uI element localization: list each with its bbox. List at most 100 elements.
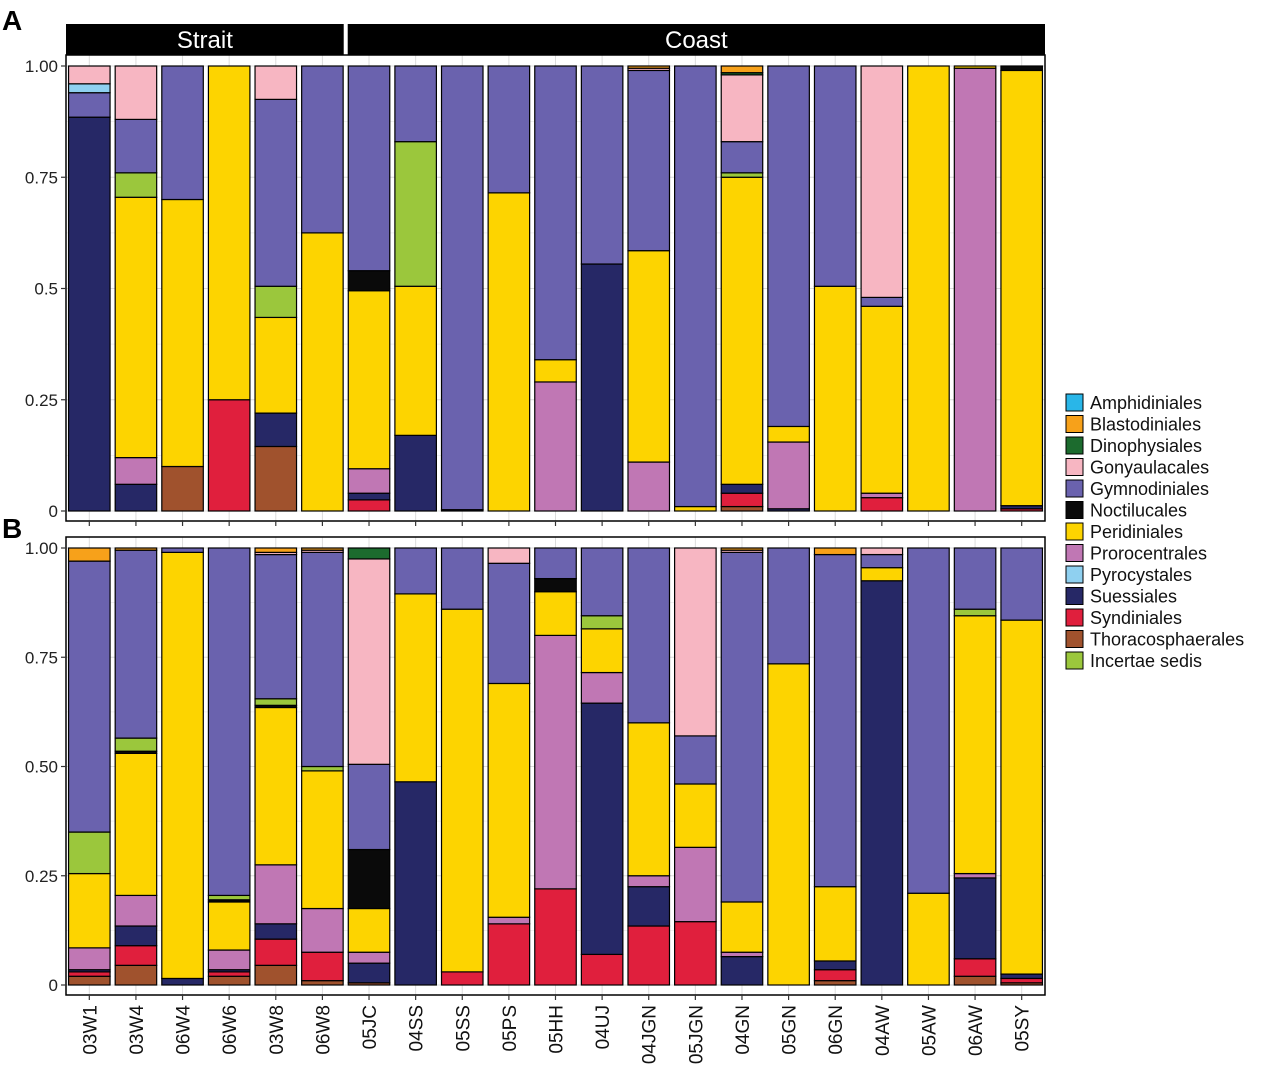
legend-label: Blastodiniales	[1090, 415, 1201, 435]
bar-segment-syndiniales	[953, 958, 997, 977]
panel-label: A	[2, 5, 22, 36]
y-tick-label: 0.75	[25, 648, 58, 667]
y-tick-label: 1.00	[25, 57, 58, 76]
x-tick-label: 04AW	[873, 1005, 894, 1056]
bar-segment-gymnodiniales	[627, 547, 671, 724]
bar-segment-blastodiniales	[720, 547, 764, 551]
x-tick-label: 05GN	[780, 1005, 801, 1055]
legend-item-noctilucales: Noctilucales	[1065, 501, 1187, 521]
bar-06w4	[161, 547, 204, 986]
legend-swatch	[1065, 522, 1084, 541]
bar-segment-peridiniales	[207, 901, 251, 951]
bar-segment-gymnodiniales	[953, 547, 997, 610]
y-tick-label: 0.50	[25, 758, 58, 777]
bar-segment-thoracosphaerales	[161, 465, 204, 512]
legend-item-incertae-sedis: Incertae sedis	[1065, 651, 1202, 671]
y-tick-label: 0.5	[34, 280, 58, 299]
bar-segment-thoracosphaerales	[207, 975, 251, 986]
bar-segment-peridiniales	[114, 196, 158, 459]
bar-segment-peridiniales	[487, 192, 531, 512]
bar-segment-gonyaulacales	[720, 74, 764, 143]
bar-segment-gymnodiniales	[440, 547, 484, 610]
bar-segment-syndiniales	[627, 925, 671, 986]
legend-label: Amphidiniales	[1090, 393, 1202, 413]
bar-segment-peridiniales	[207, 65, 251, 401]
y-tick-label: 1.00	[25, 539, 58, 558]
bar-segment-gonyaulacales	[254, 65, 298, 100]
bar-segment-blastodiniales	[114, 547, 158, 551]
legend-swatch	[1065, 436, 1084, 455]
bar-segment-syndiniales	[534, 888, 577, 986]
x-tick-label: 06AW	[966, 1005, 987, 1056]
bar-segment-noctilucales	[347, 848, 391, 910]
legend-label: Suessiales	[1090, 587, 1177, 607]
legend-swatch	[1065, 415, 1084, 433]
bar-segment-noctilucales	[534, 577, 577, 593]
bar-segment-peridiniales	[301, 232, 344, 512]
bar-segment-gymnodiniales	[813, 553, 857, 888]
bar-05hh	[534, 65, 577, 512]
x-axis-labels: 03W1 03W4 06W4 06W6 03W8 06W8 05JC 04SS 05SS 05PS…	[80, 1005, 1033, 1065]
bar-05ss	[440, 65, 484, 512]
x-tick-label: 05SY	[1013, 1005, 1034, 1052]
bar-segment-blastodiniales	[813, 547, 857, 556]
legend-item-syndiniales: Syndiniales	[1065, 608, 1182, 628]
bar-03w8	[254, 65, 298, 512]
bar-06aw	[953, 65, 997, 512]
bar-segment-gymnodiniales	[67, 560, 111, 833]
facet-strip: Strait Coast	[66, 24, 1045, 55]
bar-segment-gymnodiniales	[674, 735, 717, 785]
bar-03w1	[67, 547, 111, 986]
bar-segment-prorocentrales	[720, 951, 764, 958]
bar-segment-gonyaulacales	[487, 547, 531, 564]
bar-06w6	[207, 547, 251, 986]
bar-segment-gymnodiniales	[580, 65, 624, 265]
legend-item-thoracosphaerales: Thoracosphaerales	[1065, 630, 1244, 650]
bar-segment-peridiniales	[534, 359, 577, 383]
x-tick-label: 05JC	[360, 1005, 381, 1049]
bar-segment-gymnodiniales	[534, 65, 577, 361]
bar-segment-gymnodiniales	[301, 551, 344, 768]
bar-segment-gymnodiniales	[860, 553, 904, 569]
bar-segment-prorocentrales	[534, 634, 577, 890]
bar-segment-thoracosphaerales	[254, 445, 298, 512]
bar-segment-gymnodiniales	[487, 562, 531, 685]
bar-segment-prorocentrales	[114, 894, 158, 927]
bar-05aw	[907, 65, 950, 512]
x-tick-label: 06W4	[174, 1005, 195, 1055]
y-axis: 0 0.25 0.5 0.75 1.00	[25, 57, 66, 521]
bar-segment-gymnodiniales	[1000, 547, 1044, 621]
bar-05hh	[534, 547, 577, 986]
legend-swatch	[1065, 630, 1084, 648]
bar-04ss	[394, 65, 437, 512]
bar-segment-gymnodiniales	[627, 69, 671, 252]
bar-segment-peridiniales	[301, 770, 344, 910]
bar-05aw	[907, 547, 950, 986]
bar-segment-prorocentrales	[674, 846, 717, 923]
bar-segment-prorocentrales	[347, 951, 391, 964]
legend-swatch	[1065, 479, 1084, 498]
bar-segment-thoracosphaerales	[953, 975, 997, 986]
bar-segment-peridiniales	[394, 593, 437, 783]
bar-segment-noctilucales	[347, 270, 391, 292]
bar-segment-blastodiniales	[720, 65, 764, 74]
bar-segment-gymnodiniales	[813, 65, 857, 287]
bar-05sy	[1000, 65, 1044, 512]
bar-05jc	[347, 65, 391, 512]
bar-segment-suessiales	[394, 434, 437, 512]
bar-segment-peridiniales	[254, 706, 298, 866]
legend-label: Gymnodiniales	[1090, 479, 1209, 499]
legend-label: Pyrocystales	[1090, 565, 1192, 585]
bar-segment-peridiniales	[674, 505, 717, 512]
bar-segment-peridiniales	[67, 872, 111, 949]
bar-segment-peridiniales	[161, 198, 204, 468]
bar-segment-suessiales	[580, 702, 624, 956]
bar-segment-gonyaulacales	[674, 547, 717, 737]
bar-segment-prorocentrales	[580, 671, 624, 704]
bar-segment-gymnodiniales	[207, 547, 251, 897]
bar-segment-pyrocystales	[67, 83, 111, 94]
bar-segment-prorocentrales	[953, 872, 997, 879]
bar-segment-gymnodiniales	[114, 118, 158, 174]
legend-label: Incertae sedis	[1090, 651, 1202, 671]
bar-segment-peridiniales	[860, 567, 904, 582]
